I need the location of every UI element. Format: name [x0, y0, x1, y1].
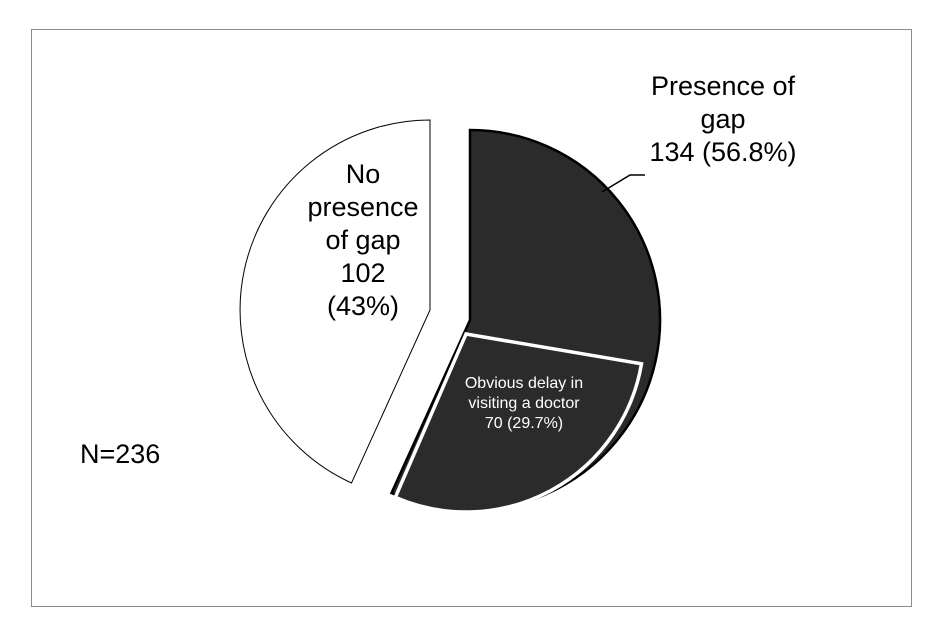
label-line: No — [345, 159, 381, 189]
label-line: gap — [700, 104, 746, 134]
label-line: of gap — [325, 225, 401, 255]
label-line: 70 (29.7%) — [484, 415, 564, 432]
label-line: (43%) — [326, 291, 400, 321]
slice-label-presence-of-gap: Presence of gap 134 (56.8%) — [628, 70, 818, 169]
label-line: visiting a doctor — [468, 395, 580, 412]
total-count-label: N=236 — [80, 439, 161, 469]
pie-slice-no-presence-of-gap — [239, 119, 431, 484]
label-line: Obvious delay in — [464, 375, 584, 392]
slice-label-no-presence-of-gap: No presence of gap 102 (43%) — [268, 158, 458, 323]
label-line: Presence of — [650, 71, 796, 101]
label-line: presence — [307, 192, 419, 222]
label-line: 102 — [340, 258, 386, 288]
slice-label-obvious-delay: Obvious delay in visiting a doctor 70 (2… — [454, 374, 594, 434]
label-line: 134 (56.8%) — [649, 137, 797, 167]
pie-slice-obvious-delay — [392, 332, 644, 514]
leader-line-presence — [601, 174, 645, 193]
